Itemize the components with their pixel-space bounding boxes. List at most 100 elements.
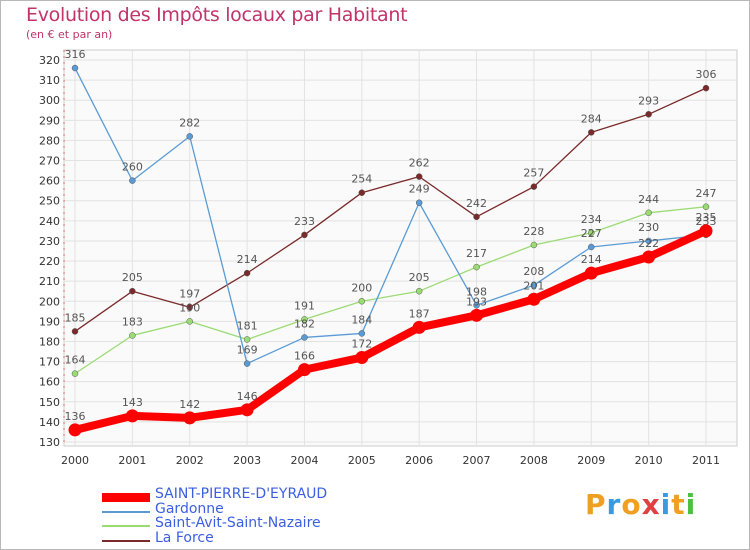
data-label: 228	[523, 225, 544, 238]
data-point	[186, 318, 193, 325]
data-label: 205	[409, 271, 430, 284]
data-point	[584, 266, 598, 280]
data-label: 198	[466, 285, 487, 298]
data-label: 262	[409, 157, 430, 170]
data-point	[588, 229, 595, 237]
data-label: 235	[696, 211, 717, 224]
data-point	[645, 237, 652, 245]
data-point	[530, 281, 538, 289]
x-tick-label: 2004	[290, 454, 318, 467]
series-line-Saint-Avit-Saint-Nazaire	[74, 206, 707, 375]
y-tick-label: 300	[39, 94, 60, 107]
x-tick-label: 2003	[233, 454, 261, 467]
data-point	[530, 241, 538, 249]
chart-subtitle: (en € et par an)	[26, 28, 113, 41]
data-label: 217	[466, 247, 487, 260]
data-point	[297, 363, 311, 377]
data-label: 184	[351, 313, 372, 326]
data-point	[71, 328, 79, 335]
data-label: 191	[294, 299, 315, 312]
legend-swatch	[102, 525, 150, 527]
data-point	[642, 250, 656, 264]
data-label: 181	[237, 319, 258, 332]
y-tick-label: 200	[39, 295, 60, 308]
y-tick-label: 170	[39, 356, 60, 369]
data-label: 166	[294, 350, 315, 363]
data-point	[355, 351, 369, 365]
data-point	[301, 316, 308, 323]
data-label: 254	[351, 173, 372, 186]
y-tick-label: 190	[39, 315, 60, 328]
data-label: 172	[351, 338, 372, 351]
y-tick-label: 140	[39, 416, 60, 429]
data-label: 247	[696, 187, 717, 200]
data-point	[415, 199, 423, 206]
series-line-Gardonne	[74, 67, 707, 365]
data-point	[358, 330, 366, 337]
data-point	[702, 84, 710, 92]
data-label: 205	[122, 271, 143, 284]
data-point	[645, 111, 652, 118]
data-point	[183, 411, 197, 425]
y-tick-label: 210	[39, 275, 60, 288]
data-label: 185	[65, 311, 86, 324]
data-point	[530, 183, 538, 190]
data-label: 142	[179, 398, 200, 411]
data-point	[415, 287, 423, 295]
data-point	[358, 298, 366, 305]
legend-label: Gardonne	[155, 500, 224, 517]
data-point	[358, 189, 366, 196]
data-point	[588, 129, 595, 136]
data-label: 234	[581, 213, 602, 226]
y-tick-label: 150	[39, 396, 60, 409]
data-label: 190	[179, 301, 200, 314]
x-tick-label: 2009	[577, 454, 605, 467]
data-point	[415, 173, 423, 180]
data-label: 187	[409, 307, 430, 320]
y-tick-label: 270	[39, 155, 60, 168]
data-label: 282	[179, 116, 200, 129]
plot-area	[63, 49, 738, 447]
y-tick-label: 260	[39, 175, 60, 188]
data-point	[527, 292, 541, 306]
y-tick-label: 250	[39, 195, 60, 208]
data-label: 284	[581, 112, 602, 125]
legend-swatch	[102, 539, 150, 542]
data-label: 214	[237, 253, 258, 266]
x-tick-label: 2011	[692, 454, 720, 467]
data-label: 227	[581, 227, 602, 240]
line-chart: 130 140 150 160 170 180 190 200 210 220 230 240 250 2…	[39, 48, 738, 467]
data-label: 182	[294, 317, 315, 330]
data-point	[702, 203, 710, 211]
data-label: 169	[237, 344, 258, 357]
data-label: 193	[466, 295, 487, 308]
data-label: 222	[638, 237, 659, 250]
y-tick-label: 290	[39, 114, 60, 127]
data-point	[243, 336, 251, 343]
data-point	[645, 209, 652, 217]
data-label: 143	[122, 396, 143, 409]
chart-title: Evolution des Impôts locaux par Habitant	[26, 4, 408, 26]
x-tick-label: 2002	[176, 454, 204, 467]
legend-swatch	[102, 492, 150, 502]
data-label: 183	[122, 315, 143, 328]
data-point	[412, 320, 426, 334]
data-point	[470, 308, 484, 322]
data-point	[301, 231, 308, 239]
data-point	[243, 269, 251, 277]
x-tick-label: 2006	[405, 454, 433, 467]
data-label: 214	[581, 253, 602, 266]
y-tick-label: 310	[39, 74, 60, 87]
series-line-SAINT-PIERRE-D'EYRAUD	[74, 227, 708, 434]
data-label: 200	[351, 281, 372, 294]
x-tick-label: 2010	[635, 454, 663, 467]
series-line-La Force	[74, 87, 707, 332]
data-point	[699, 224, 713, 238]
proxiti-logo: Proxiti	[585, 488, 697, 521]
data-point	[129, 332, 136, 339]
data-label: 249	[409, 183, 430, 196]
y-tick-label: 220	[39, 255, 60, 268]
y-tick-label: 160	[39, 376, 60, 389]
data-point	[71, 370, 79, 377]
data-label: 233	[294, 215, 315, 228]
